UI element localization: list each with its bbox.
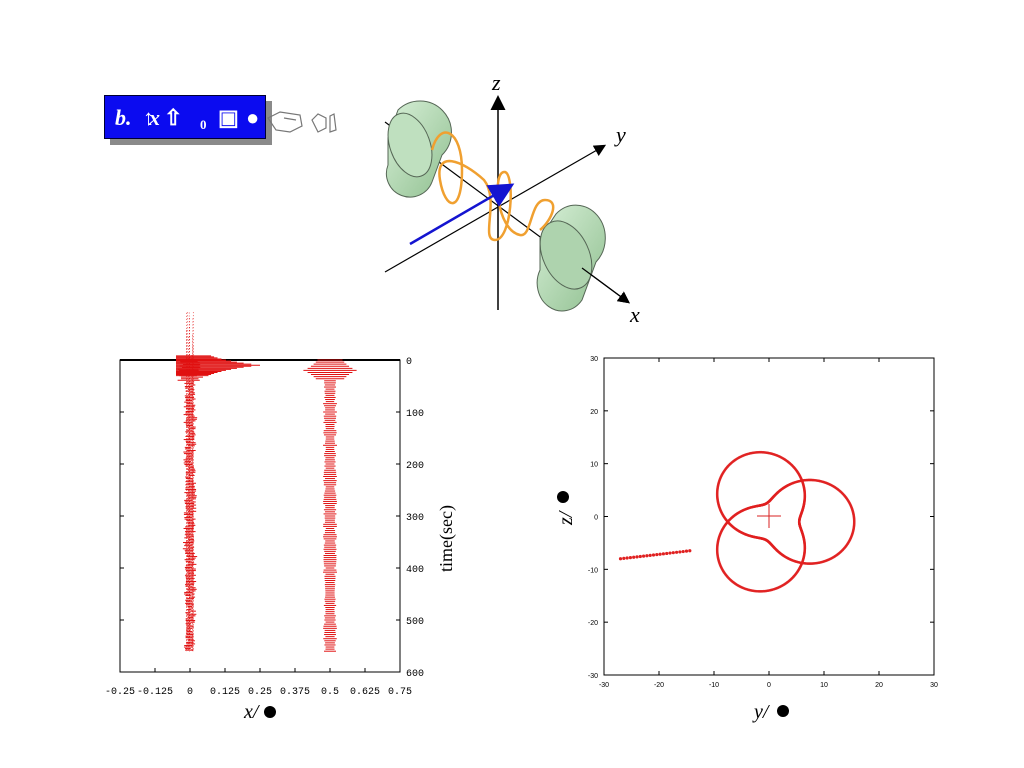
trajectory-point — [675, 550, 679, 554]
right-traces — [618, 450, 856, 593]
right-y-tick-label: 30 — [590, 356, 598, 363]
left-x-axis-label: x/ — [243, 701, 261, 723]
bullet-icon: ● — [246, 105, 260, 130]
trajectory-point — [635, 555, 639, 559]
trajectory-point — [648, 553, 652, 557]
left-x-tick-label: 0 — [187, 687, 193, 698]
panel-label-subscript: 0 — [200, 117, 207, 132]
right-x-tick-label: -30 — [599, 682, 609, 689]
left-x-label-dot — [264, 706, 276, 718]
trajectory-point — [628, 556, 633, 560]
trajectory-point — [678, 550, 682, 554]
left-y-tick-label: 600 — [406, 669, 424, 680]
right-y-tick-label: -30 — [588, 673, 598, 680]
trajectory-point — [651, 553, 656, 557]
left-x-tick-label: -0.25 — [105, 687, 135, 698]
left-x-ticks: -0.25 -0.125 0 0.125 0.25 0.375 0.5 0.625 0.75 — [105, 668, 412, 698]
left-x-tick-label: -0.125 — [137, 687, 173, 698]
trajectory-point — [642, 554, 646, 558]
y-axis-label: y — [614, 122, 626, 147]
beam-arrow — [409, 183, 515, 246]
right-y-ticks: 30 20 10 0 -10 -20 -30 — [588, 356, 934, 680]
trajectory-point — [658, 552, 662, 556]
left-traces — [176, 312, 357, 652]
right-electrode — [536, 204, 630, 312]
trajectory-point — [671, 551, 675, 555]
helical-trajectory — [430, 131, 555, 242]
trajectory-point — [684, 549, 689, 553]
trajectory-point — [668, 551, 672, 555]
right-y-tick-label: 0 — [594, 515, 598, 522]
y-axis — [384, 144, 607, 273]
left-y-tick-label: 300 — [406, 513, 424, 524]
trajectory-point — [852, 521, 856, 525]
left-y-tick-label: 200 — [406, 461, 424, 472]
left-y-axis-label: time(sec) — [436, 505, 457, 572]
right-x-tick-label: 20 — [875, 682, 883, 689]
left-x-tick-label: 0.5 — [321, 687, 339, 698]
right-y-tick-label: 10 — [590, 462, 598, 469]
right-y-axis-label: z/ — [555, 509, 577, 526]
center-cross-marker — [757, 504, 781, 528]
trajectory-point — [665, 551, 669, 556]
left-y-tick-label: 500 — [406, 617, 424, 628]
left-y-ticks: 0 100 200 300 400 500 600 — [120, 357, 424, 680]
panel-label-box: b. ↑ x ⇧ 0 ▣ ● — [104, 95, 266, 139]
trajectory-point — [622, 556, 626, 560]
right-x-ticks: -30 -20 -10 0 10 20 30 — [599, 358, 938, 689]
panel-label-b: b. — [115, 105, 132, 130]
left-x-tick-label: 0.625 — [350, 687, 380, 698]
trajectory-point — [618, 557, 623, 561]
right-y-tick-label: -20 — [588, 620, 598, 627]
trajectory-point — [655, 552, 659, 557]
right-y-tick-label: 20 — [590, 409, 598, 416]
right-x-tick-label: 10 — [820, 682, 828, 689]
panel-label-x: x — [149, 105, 160, 130]
x-axis-label: x — [629, 302, 640, 327]
right-x-label-dot — [777, 705, 789, 717]
left-x-tick-label: 0.25 — [248, 687, 272, 698]
disk-icon: ▣ — [218, 105, 239, 130]
right-x-tick-label: 0 — [767, 682, 771, 689]
right-x-tick-label: -10 — [709, 682, 719, 689]
right-x-tick-label: 30 — [930, 682, 938, 689]
trajectory-point — [661, 552, 666, 556]
left-y-tick-label: 400 — [406, 565, 424, 576]
z-axis-label: z — [491, 70, 501, 95]
left-electrode — [385, 100, 452, 198]
right-y-label-dot — [557, 491, 569, 503]
up-outline-arrow-icon: ⇧ — [164, 105, 183, 130]
trajectory-point — [645, 554, 649, 558]
left-y-tick-label: 0 — [406, 357, 412, 368]
trajectory-point — [638, 554, 642, 559]
left-x-tick-label: 0.125 — [210, 687, 240, 698]
trajectory-point — [632, 555, 636, 559]
trajectory-point — [688, 549, 692, 553]
trajectory-point — [625, 556, 629, 560]
trajectory-point — [681, 549, 685, 554]
left-x-tick-label: 0.75 — [388, 687, 412, 698]
left-x-tick-label: 0.375 — [280, 687, 310, 698]
right-x-tick-label: -20 — [654, 682, 664, 689]
up-arrow-icon: ↑ — [143, 105, 154, 130]
right-x-axis-label: y/ — [752, 701, 771, 723]
right-y-tick-label: -10 — [588, 567, 598, 574]
left-y-tick-label: 100 — [406, 409, 424, 420]
